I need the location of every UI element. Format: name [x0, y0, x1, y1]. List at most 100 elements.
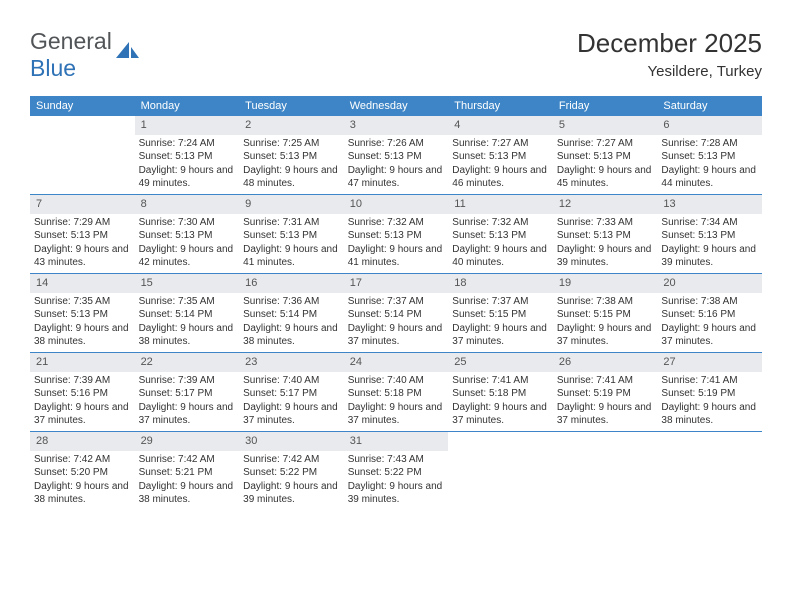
- sunset-line: Sunset: 5:18 PM: [452, 387, 549, 401]
- week-row: 14Sunrise: 7:35 AMSunset: 5:13 PMDayligh…: [30, 273, 762, 352]
- weekday-header: Sunday Monday Tuesday Wednesday Thursday…: [30, 96, 762, 116]
- sunset-line: Sunset: 5:17 PM: [139, 387, 236, 401]
- sunrise-line: Sunrise: 7:32 AM: [452, 216, 549, 230]
- calendar-grid: Sunday Monday Tuesday Wednesday Thursday…: [30, 96, 762, 510]
- sunset-line: Sunset: 5:22 PM: [243, 466, 340, 480]
- day-number: 6: [657, 116, 762, 135]
- day-cell: 14Sunrise: 7:35 AMSunset: 5:13 PMDayligh…: [30, 274, 135, 352]
- sunrise-line: Sunrise: 7:41 AM: [661, 374, 758, 388]
- day-cell: 28Sunrise: 7:42 AMSunset: 5:20 PMDayligh…: [30, 432, 135, 510]
- sunset-line: Sunset: 5:13 PM: [557, 229, 654, 243]
- day-content: Sunrise: 7:41 AMSunset: 5:19 PMDaylight:…: [657, 374, 762, 431]
- day-number: 4: [448, 116, 553, 135]
- day-cell: 5Sunrise: 7:27 AMSunset: 5:13 PMDaylight…: [553, 116, 658, 194]
- day-cell: 13Sunrise: 7:34 AMSunset: 5:13 PMDayligh…: [657, 195, 762, 273]
- sunrise-line: Sunrise: 7:42 AM: [139, 453, 236, 467]
- sunrise-line: Sunrise: 7:39 AM: [34, 374, 131, 388]
- day-number: 16: [239, 274, 344, 293]
- sunrise-line: Sunrise: 7:31 AM: [243, 216, 340, 230]
- day-content: Sunrise: 7:41 AMSunset: 5:18 PMDaylight:…: [448, 374, 553, 431]
- daylight-line: Daylight: 9 hours and 41 minutes.: [348, 243, 445, 270]
- day-content: Sunrise: 7:31 AMSunset: 5:13 PMDaylight:…: [239, 216, 344, 273]
- sunset-line: Sunset: 5:17 PM: [243, 387, 340, 401]
- daylight-line: Daylight: 9 hours and 37 minutes.: [139, 401, 236, 428]
- weekday-wed: Wednesday: [344, 96, 449, 116]
- sunset-line: Sunset: 5:20 PM: [34, 466, 131, 480]
- month-title: December 2025: [577, 28, 762, 59]
- day-number: 20: [657, 274, 762, 293]
- daylight-line: Daylight: 9 hours and 39 minutes.: [661, 243, 758, 270]
- daylight-line: Daylight: 9 hours and 37 minutes.: [348, 401, 445, 428]
- day-cell: 6 Sunrise: 7:28 AMSunset: 5:13 PMDaylight…: [657, 116, 762, 194]
- day-number: 8: [135, 195, 240, 214]
- sunrise-line: Sunrise: 7:41 AM: [557, 374, 654, 388]
- day-number: 3: [344, 116, 449, 135]
- day-cell: 21Sunrise: 7:39 AMSunset: 5:16 PMDayligh…: [30, 353, 135, 431]
- day-content: Sunrise: 7:40 AMSunset: 5:17 PMDaylight:…: [239, 374, 344, 431]
- day-cell: 24Sunrise: 7:40 AMSunset: 5:18 PMDayligh…: [344, 353, 449, 431]
- day-cell: 17Sunrise: 7:37 AMSunset: 5:14 PMDayligh…: [344, 274, 449, 352]
- daylight-line: Daylight: 9 hours and 38 minutes.: [139, 322, 236, 349]
- day-number: 9: [239, 195, 344, 214]
- day-number: 31: [344, 432, 449, 451]
- day-content: Sunrise: 7:24 AMSunset: 5:13 PMDaylight:…: [135, 137, 240, 194]
- day-number: 15: [135, 274, 240, 293]
- day-number: 24: [344, 353, 449, 372]
- day-content: Sunrise: 7:41 AMSunset: 5:19 PMDaylight:…: [553, 374, 658, 431]
- sunrise-line: Sunrise: 7:33 AM: [557, 216, 654, 230]
- day-cell: [553, 432, 658, 510]
- day-cell: 8Sunrise: 7:30 AMSunset: 5:13 PMDaylight…: [135, 195, 240, 273]
- day-number: 17: [344, 274, 449, 293]
- sunset-line: Sunset: 5:19 PM: [557, 387, 654, 401]
- day-content: Sunrise: 7:26 AMSunset: 5:13 PMDaylight:…: [344, 137, 449, 194]
- day-content: Sunrise: 7:32 AMSunset: 5:13 PMDaylight:…: [344, 216, 449, 273]
- daylight-line: Daylight: 9 hours and 37 minutes.: [34, 401, 131, 428]
- week-row: 28 Sunrise: 7:42 AM Sunset: 5:20 PM Dayligh…: [30, 431, 762, 510]
- sunset-line: Sunset: 5:13 PM: [348, 150, 445, 164]
- sunrise-line: Sunrise: 7:34 AM: [661, 216, 758, 230]
- sunrise-line: Sunrise: 7:35 AM: [139, 295, 236, 309]
- daylight-line: Daylight: 9 hours and 37 minutes.: [452, 322, 549, 349]
- day-content: Sunrise: 7:28 AMSunset: 5:13 PMDaylight:…: [657, 137, 762, 194]
- sunrise-line: Sunrise: 7:35 AM: [34, 295, 131, 309]
- day-number: 25: [448, 353, 553, 372]
- day-content: Sunrise: 7:25 AMSunset: 5:13 PMDaylight:…: [239, 137, 344, 194]
- weekday-fri: Friday: [553, 96, 658, 116]
- day-cell: [30, 116, 135, 194]
- daylight-line: Daylight: 9 hours and 37 minutes.: [243, 401, 340, 428]
- day-content: Sunrise: 7:37 AMSunset: 5:15 PMDaylight:…: [448, 295, 553, 352]
- daylight-line: Daylight: 9 hours and 40 minutes.: [452, 243, 549, 270]
- day-content: Sunrise: 7:43 AMSunset: 5:22 PMDaylight:…: [344, 453, 449, 510]
- day-content: Sunrise: 7:29 AMSunset: 5:13 PMDaylight:…: [30, 216, 135, 273]
- day-number: 19: [553, 274, 658, 293]
- day-number: 29: [135, 432, 240, 451]
- sunset-line: Sunset: 5:13 PM: [452, 150, 549, 164]
- day-number: 28: [30, 432, 135, 451]
- day-content: Sunrise: 7:39 AMSunset: 5:16 PMDaylight:…: [30, 374, 135, 431]
- logo-text-left: General: [30, 28, 112, 54]
- daylight-line: Daylight: 9 hours and 39 minutes.: [348, 480, 445, 507]
- day-cell: 2Sunrise: 7:25 AMSunset: 5:13 PMDaylight…: [239, 116, 344, 194]
- daylight-line: Daylight: 9 hours and 37 minutes.: [557, 322, 654, 349]
- day-content: Sunrise: 7:27 AMSunset: 5:13 PMDaylight:…: [448, 137, 553, 194]
- sunrise-line: Sunrise: 7:38 AM: [661, 295, 758, 309]
- sunset-line: Sunset: 5:19 PM: [661, 387, 758, 401]
- sunset-line: Sunset: 5:13 PM: [34, 308, 131, 322]
- daylight-line: Daylight: 9 hours and 38 minutes.: [34, 322, 131, 349]
- day-content: Sunrise: 7:38 AMSunset: 5:15 PMDaylight:…: [553, 295, 658, 352]
- location: Yesildere, Turkey: [577, 63, 762, 80]
- daylight-line: Daylight: 9 hours and 46 minutes.: [452, 164, 549, 191]
- daylight-line: Daylight: 9 hours and 37 minutes.: [557, 401, 654, 428]
- sunset-line: Sunset: 5:18 PM: [348, 387, 445, 401]
- sunset-line: Sunset: 5:14 PM: [348, 308, 445, 322]
- day-number: 7: [30, 195, 135, 214]
- sunset-line: Sunset: 5:14 PM: [139, 308, 236, 322]
- day-number: 13: [657, 195, 762, 214]
- day-content: Sunrise: 7:27 AMSunset: 5:13 PMDaylight:…: [553, 137, 658, 194]
- daylight-line: Daylight: 9 hours and 38 minutes.: [661, 401, 758, 428]
- day-content: Sunrise: 7:39 AMSunset: 5:17 PMDaylight:…: [135, 374, 240, 431]
- day-number: 1: [135, 116, 240, 135]
- daylight-line: Daylight: 9 hours and 41 minutes.: [243, 243, 340, 270]
- sunset-line: Sunset: 5:13 PM: [243, 150, 340, 164]
- sunrise-line: Sunrise: 7:25 AM: [243, 137, 340, 151]
